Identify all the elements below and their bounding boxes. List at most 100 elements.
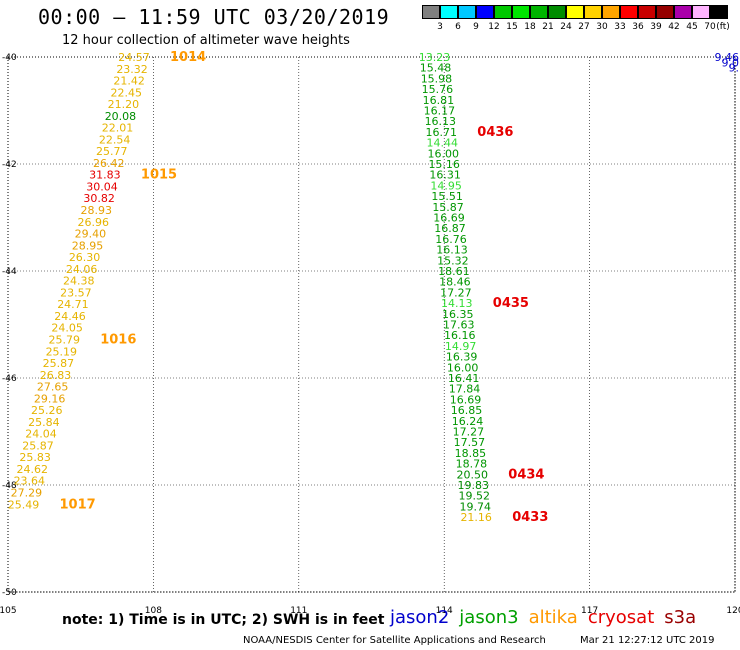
color-swatch <box>674 5 692 19</box>
swh-value-label: 26.30 <box>69 251 101 264</box>
swh-value-label: 16.17 <box>424 105 456 118</box>
pass-time-label: 0435 <box>493 296 529 311</box>
color-swatch <box>692 5 710 19</box>
swh-value-label: 16.00 <box>427 147 459 160</box>
swh-value-label: 26.96 <box>78 216 110 229</box>
swh-value-label: 25.19 <box>46 345 78 358</box>
color-scale-tick-label: 24 <box>560 22 572 32</box>
swh-value-label: 24.38 <box>63 275 95 288</box>
swh-value-label: 16.13 <box>436 244 468 257</box>
color-swatch <box>476 5 494 19</box>
swh-value-label: 16.81 <box>423 94 455 107</box>
swh-value-label: 9.0 <box>722 56 740 69</box>
y-tick-label: -48 <box>2 481 17 491</box>
color-swatch <box>656 5 674 19</box>
color-scale-tick-label: 15 <box>506 22 518 32</box>
color-scale-tick-label: 21 <box>542 22 554 32</box>
pass-time-label: 0436 <box>477 125 513 140</box>
swh-value-label: 24.04 <box>25 428 57 441</box>
color-scale-tick-label: 42 <box>668 22 680 32</box>
swh-value-label: 16.13 <box>425 115 457 128</box>
swh-value-label: 16.76 <box>435 233 467 246</box>
swh-value-label: 20.50 <box>457 468 489 481</box>
swh-value-label: 22.54 <box>99 133 131 146</box>
pass-time-label: 1017 <box>60 497 96 512</box>
color-scale-tick-label: 39 <box>650 22 662 32</box>
swh-value-label: 24.05 <box>51 322 83 335</box>
swh-value-label: 17.27 <box>440 286 472 299</box>
swh-value-label: 18.61 <box>438 265 470 278</box>
swh-value-label: 16.39 <box>446 351 478 364</box>
swh-value-label: 22.45 <box>111 86 143 99</box>
swh-value-label: 23.64 <box>14 475 46 488</box>
swh-value-label: 25.87 <box>43 357 75 370</box>
swh-value-label: 19.52 <box>458 490 490 503</box>
swh-value-label: 19.74 <box>459 500 491 513</box>
y-tick-label: -40 <box>2 53 17 63</box>
swh-value-label: 25.87 <box>22 439 54 452</box>
x-tick-label: 108 <box>145 606 162 616</box>
swh-value-label: 22.01 <box>102 122 134 135</box>
swh-value-label: 24.46 <box>54 310 86 323</box>
color-scale-tick-label: 36 <box>632 22 644 32</box>
color-swatch <box>422 5 440 19</box>
color-scale-tick-label: 70 <box>704 22 716 32</box>
swh-value-label: 16.16 <box>444 329 476 342</box>
swh-value-label: 21.20 <box>108 98 140 111</box>
color-swatch <box>440 5 458 19</box>
swh-value-label: 23.57 <box>60 286 92 299</box>
swh-value-label: 20.08 <box>105 110 137 123</box>
satellite-legend: jason2 jason3 altika cryosat s3a <box>390 607 706 628</box>
color-scale-tick-label: 33 <box>614 22 626 32</box>
color-swatch <box>548 5 566 19</box>
swh-value-label: 18.46 <box>439 276 471 289</box>
x-tick-label: 114 <box>436 606 453 616</box>
swh-value-label: 21.16 <box>460 511 492 524</box>
swh-value-label: 15.51 <box>431 190 463 203</box>
color-scale-tick-label: 3 <box>437 22 443 32</box>
color-swatch <box>494 5 512 19</box>
swh-value-label: 19.83 <box>458 479 490 492</box>
swh-value-label: 17.57 <box>454 436 486 449</box>
swh-value-label: 15.98 <box>421 72 453 85</box>
swh-value-label: 26.42 <box>93 157 125 170</box>
swh-value-label: 9.46 <box>715 51 740 64</box>
color-scale-tick-label: 45 <box>686 22 698 32</box>
swh-value-label: 28.93 <box>80 204 112 217</box>
swh-value-label: 25.77 <box>96 145 128 158</box>
swh-value-label: 14.95 <box>430 179 462 192</box>
color-swatch <box>710 5 728 19</box>
x-tick-label: 111 <box>290 606 307 616</box>
x-tick-label: 105 <box>0 606 17 616</box>
swh-value-label: 15.16 <box>428 158 460 171</box>
legend-item-altika: altika <box>528 607 578 628</box>
color-swatch <box>584 5 602 19</box>
swh-value-label: 24.06 <box>66 263 98 276</box>
swh-value-label: 16.85 <box>451 404 483 417</box>
color-scale-tick-label: 9 <box>473 22 479 32</box>
color-scale-tick-label: 18 <box>524 22 536 32</box>
legend-item-cryosat: cryosat <box>587 607 655 628</box>
x-tick-label: 117 <box>581 606 598 616</box>
y-tick-label: -42 <box>2 160 17 170</box>
swh-value-label: 24.62 <box>16 463 48 476</box>
color-swatch <box>602 5 620 19</box>
chart-title: 00:00 – 11:59 UTC 03/20/2019 <box>38 5 390 29</box>
color-swatch <box>566 5 584 19</box>
swh-value-label: 24.71 <box>57 298 89 311</box>
swh-value-label: 16.41 <box>448 372 480 385</box>
swh-value-label: 25.84 <box>28 416 60 429</box>
swh-value-label: 14.44 <box>427 137 459 150</box>
color-swatch <box>638 5 656 19</box>
color-scale-tick-label: 27 <box>578 22 590 32</box>
pass-time-label: 1014 <box>170 50 206 65</box>
chart-subtitle: 12 hour collection of altimeter wave hei… <box>62 33 350 48</box>
swh-value-label: 28.95 <box>72 239 104 252</box>
swh-value-label: 16.24 <box>452 415 484 428</box>
swh-value-label: 31.83 <box>89 169 121 182</box>
swh-value-label: 18.85 <box>455 447 487 460</box>
swh-value-label: 29.40 <box>75 228 107 241</box>
swh-value-label: 25.79 <box>48 333 80 346</box>
color-scale-tick-label: 6 <box>455 22 461 32</box>
